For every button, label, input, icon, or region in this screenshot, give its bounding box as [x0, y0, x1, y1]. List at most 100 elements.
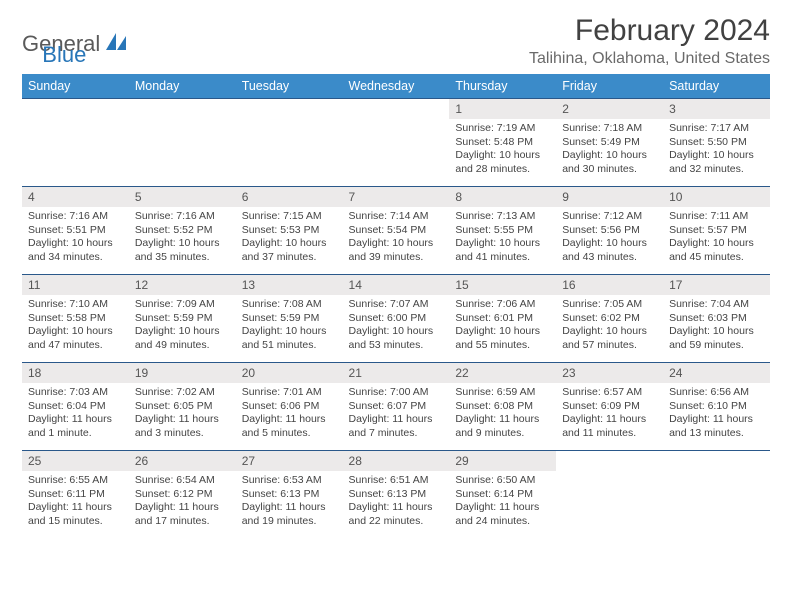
day-detail: Sunrise: 7:14 AMSunset: 5:54 PMDaylight:…: [343, 207, 450, 269]
daylight-text: Daylight: 11 hours and 9 minutes.: [455, 413, 550, 440]
day-cell: 2Sunrise: 7:18 AMSunset: 5:49 PMDaylight…: [556, 99, 663, 187]
day-number: 5: [129, 187, 236, 207]
sunset-text: Sunset: 6:04 PM: [28, 400, 123, 414]
day-detail: [22, 119, 129, 126]
day-number: 29: [449, 451, 556, 471]
sunrise-text: Sunrise: 6:51 AM: [349, 474, 444, 488]
day-detail: Sunrise: 6:57 AMSunset: 6:09 PMDaylight:…: [556, 383, 663, 445]
day-cell: 4Sunrise: 7:16 AMSunset: 5:51 PMDaylight…: [22, 187, 129, 275]
day-number: 8: [449, 187, 556, 207]
daylight-text: Daylight: 10 hours and 37 minutes.: [242, 237, 337, 264]
day-number: 12: [129, 275, 236, 295]
day-detail: Sunrise: 7:02 AMSunset: 6:05 PMDaylight:…: [129, 383, 236, 445]
day-cell: 5Sunrise: 7:16 AMSunset: 5:52 PMDaylight…: [129, 187, 236, 275]
day-detail: Sunrise: 7:12 AMSunset: 5:56 PMDaylight:…: [556, 207, 663, 269]
sunset-text: Sunset: 6:12 PM: [135, 488, 230, 502]
day-cell: 15Sunrise: 7:06 AMSunset: 6:01 PMDayligh…: [449, 275, 556, 363]
sunrise-text: Sunrise: 7:09 AM: [135, 298, 230, 312]
sunrise-text: Sunrise: 6:57 AM: [562, 386, 657, 400]
day-detail: [343, 119, 450, 126]
sunrise-text: Sunrise: 7:07 AM: [349, 298, 444, 312]
day-number: 27: [236, 451, 343, 471]
sunset-text: Sunset: 5:53 PM: [242, 224, 337, 238]
day-cell: 23Sunrise: 6:57 AMSunset: 6:09 PMDayligh…: [556, 363, 663, 451]
logo-word-2: Blue: [42, 42, 86, 68]
daylight-text: Daylight: 11 hours and 19 minutes.: [242, 501, 337, 528]
header: General Blue February 2024 Talihina, Okl…: [22, 14, 770, 68]
sunset-text: Sunset: 6:05 PM: [135, 400, 230, 414]
day-number: 26: [129, 451, 236, 471]
week-row: 25Sunrise: 6:55 AMSunset: 6:11 PMDayligh…: [22, 451, 770, 539]
day-cell: 26Sunrise: 6:54 AMSunset: 6:12 PMDayligh…: [129, 451, 236, 539]
sunset-text: Sunset: 5:59 PM: [135, 312, 230, 326]
day-detail: [129, 119, 236, 126]
day-number: 4: [22, 187, 129, 207]
sunset-text: Sunset: 6:11 PM: [28, 488, 123, 502]
sunset-text: Sunset: 6:03 PM: [669, 312, 764, 326]
sunset-text: Sunset: 6:07 PM: [349, 400, 444, 414]
day-cell: 21Sunrise: 7:00 AMSunset: 6:07 PMDayligh…: [343, 363, 450, 451]
sunrise-text: Sunrise: 6:56 AM: [669, 386, 764, 400]
day-number: 1: [449, 99, 556, 119]
sunrise-text: Sunrise: 7:13 AM: [455, 210, 550, 224]
sail-icon: [106, 31, 128, 57]
sunset-text: Sunset: 5:52 PM: [135, 224, 230, 238]
week-row: 18Sunrise: 7:03 AMSunset: 6:04 PMDayligh…: [22, 363, 770, 451]
sunrise-text: Sunrise: 7:11 AM: [669, 210, 764, 224]
daylight-text: Daylight: 11 hours and 11 minutes.: [562, 413, 657, 440]
day-detail: Sunrise: 7:04 AMSunset: 6:03 PMDaylight:…: [663, 295, 770, 357]
week-row: 4Sunrise: 7:16 AMSunset: 5:51 PMDaylight…: [22, 187, 770, 275]
day-cell: 22Sunrise: 6:59 AMSunset: 6:08 PMDayligh…: [449, 363, 556, 451]
day-detail: Sunrise: 7:17 AMSunset: 5:50 PMDaylight:…: [663, 119, 770, 181]
day-detail: Sunrise: 7:11 AMSunset: 5:57 PMDaylight:…: [663, 207, 770, 269]
day-cell: 29Sunrise: 6:50 AMSunset: 6:14 PMDayligh…: [449, 451, 556, 539]
day-number: 24: [663, 363, 770, 383]
sunrise-text: Sunrise: 6:54 AM: [135, 474, 230, 488]
day-detail: Sunrise: 6:53 AMSunset: 6:13 PMDaylight:…: [236, 471, 343, 533]
sunrise-text: Sunrise: 6:53 AM: [242, 474, 337, 488]
sunset-text: Sunset: 6:13 PM: [349, 488, 444, 502]
sunrise-text: Sunrise: 7:05 AM: [562, 298, 657, 312]
day-number: 13: [236, 275, 343, 295]
daylight-text: Daylight: 11 hours and 15 minutes.: [28, 501, 123, 528]
daylight-text: Daylight: 11 hours and 5 minutes.: [242, 413, 337, 440]
day-detail: Sunrise: 7:00 AMSunset: 6:07 PMDaylight:…: [343, 383, 450, 445]
sunset-text: Sunset: 6:08 PM: [455, 400, 550, 414]
day-cell: 27Sunrise: 6:53 AMSunset: 6:13 PMDayligh…: [236, 451, 343, 539]
sunset-text: Sunset: 6:06 PM: [242, 400, 337, 414]
day-number: 22: [449, 363, 556, 383]
sunset-text: Sunset: 5:56 PM: [562, 224, 657, 238]
day-number: 14: [343, 275, 450, 295]
sunrise-text: Sunrise: 7:16 AM: [28, 210, 123, 224]
day-number: 25: [22, 451, 129, 471]
day-cell: 25Sunrise: 6:55 AMSunset: 6:11 PMDayligh…: [22, 451, 129, 539]
daylight-text: Daylight: 11 hours and 13 minutes.: [669, 413, 764, 440]
day-detail: Sunrise: 7:13 AMSunset: 5:55 PMDaylight:…: [449, 207, 556, 269]
day-detail: Sunrise: 6:56 AMSunset: 6:10 PMDaylight:…: [663, 383, 770, 445]
day-cell: 28Sunrise: 6:51 AMSunset: 6:13 PMDayligh…: [343, 451, 450, 539]
day-number: [22, 99, 129, 119]
day-number: 28: [343, 451, 450, 471]
title-block: February 2024 Talihina, Oklahoma, United…: [529, 14, 770, 68]
day-number: 17: [663, 275, 770, 295]
day-detail: Sunrise: 6:50 AMSunset: 6:14 PMDaylight:…: [449, 471, 556, 533]
day-cell: [663, 451, 770, 539]
day-number: 23: [556, 363, 663, 383]
daylight-text: Daylight: 10 hours and 43 minutes.: [562, 237, 657, 264]
day-detail: Sunrise: 7:03 AMSunset: 6:04 PMDaylight:…: [22, 383, 129, 445]
day-detail: Sunrise: 7:18 AMSunset: 5:49 PMDaylight:…: [556, 119, 663, 181]
sunset-text: Sunset: 6:10 PM: [669, 400, 764, 414]
day-detail: Sunrise: 6:55 AMSunset: 6:11 PMDaylight:…: [22, 471, 129, 533]
day-number: [663, 451, 770, 471]
daylight-text: Daylight: 10 hours and 47 minutes.: [28, 325, 123, 352]
day-detail: Sunrise: 7:05 AMSunset: 6:02 PMDaylight:…: [556, 295, 663, 357]
day-cell: 12Sunrise: 7:09 AMSunset: 5:59 PMDayligh…: [129, 275, 236, 363]
day-number: 3: [663, 99, 770, 119]
day-number: 11: [22, 275, 129, 295]
day-number: [556, 451, 663, 471]
day-cell: [129, 99, 236, 187]
sunset-text: Sunset: 5:59 PM: [242, 312, 337, 326]
day-cell: 16Sunrise: 7:05 AMSunset: 6:02 PMDayligh…: [556, 275, 663, 363]
col-saturday: Saturday: [663, 74, 770, 99]
daylight-text: Daylight: 11 hours and 3 minutes.: [135, 413, 230, 440]
